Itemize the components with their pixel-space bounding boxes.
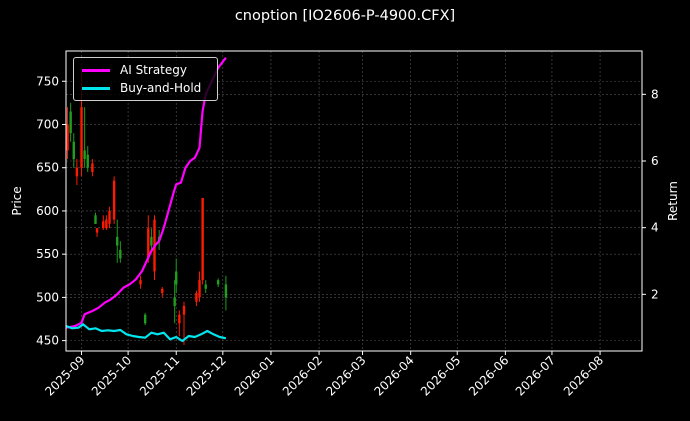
right-tick-label: 4 bbox=[651, 221, 659, 235]
candle-down bbox=[112, 180, 116, 220]
candle-up bbox=[175, 271, 178, 285]
candle-down bbox=[161, 288, 164, 294]
candle-down bbox=[198, 280, 201, 298]
candle-down bbox=[102, 221, 105, 229]
right-axis-label: Return bbox=[666, 181, 680, 221]
legend-label: AI Strategy bbox=[120, 63, 187, 77]
left-tick-label: 650 bbox=[36, 161, 59, 175]
candle-up bbox=[83, 150, 86, 160]
right-y-axis: 2 4 6 8 bbox=[642, 87, 659, 301]
candle-up bbox=[116, 236, 119, 246]
left-tick-label: 750 bbox=[36, 74, 59, 88]
x-tick-label: 2026-06 bbox=[466, 353, 511, 398]
legend-item-ai-strategy: AI Strategy bbox=[82, 63, 187, 77]
x-tick-label: 2026-03 bbox=[323, 353, 368, 398]
x-tick-label: 2026-05 bbox=[418, 353, 463, 398]
left-tick-label: 500 bbox=[36, 290, 59, 304]
x-tick-label: 2026-01 bbox=[232, 353, 277, 398]
candle-up bbox=[143, 314, 147, 324]
candle-down bbox=[91, 163, 94, 173]
candle-up bbox=[173, 297, 176, 307]
buy-and-hold-swatch-icon bbox=[82, 86, 110, 90]
ai-strategy-line bbox=[65, 57, 227, 329]
candle-down bbox=[201, 197, 204, 281]
candle-up bbox=[150, 236, 153, 246]
x-tick-label: 2026-07 bbox=[513, 353, 558, 398]
candle-down bbox=[75, 167, 79, 177]
candle-up bbox=[204, 284, 207, 289]
left-tick-label: 700 bbox=[36, 117, 59, 131]
left-y-axis: 450 500 550 600 650 700 750 bbox=[36, 74, 66, 348]
left-axis-label: Price bbox=[10, 186, 24, 215]
candle-down bbox=[95, 228, 99, 233]
x-tick-label: 2025-12 bbox=[184, 353, 229, 398]
x-tick-label: 2026-08 bbox=[561, 353, 606, 398]
grid-lines bbox=[66, 51, 642, 351]
candle-up bbox=[119, 249, 122, 259]
legend-item-buy-and-hold: Buy-and-Hold bbox=[82, 81, 201, 95]
right-tick-label: 2 bbox=[651, 287, 659, 301]
candle-down bbox=[108, 210, 111, 224]
ai-strategy-swatch-icon bbox=[82, 68, 110, 72]
x-axis: 2025-09 2025-10 2025-11 2025-12 2026-01 2026-… bbox=[42, 351, 606, 399]
candle-up bbox=[224, 284, 228, 298]
candle-up bbox=[72, 141, 75, 160]
legend-label: Buy-and-Hold bbox=[120, 81, 202, 95]
left-tick-label: 550 bbox=[36, 247, 59, 261]
x-tick-label: 2025-10 bbox=[89, 353, 134, 398]
x-tick-label: 2026-04 bbox=[371, 353, 416, 398]
candle-down bbox=[182, 306, 186, 315]
candle-down bbox=[80, 107, 83, 168]
candle-down bbox=[139, 280, 142, 285]
plot-frame bbox=[65, 50, 643, 352]
right-tick-label: 6 bbox=[651, 154, 659, 168]
x-tick-label: 2026-02 bbox=[280, 353, 325, 398]
x-tick-label: 2025-11 bbox=[137, 353, 182, 398]
candle-up bbox=[69, 111, 72, 134]
candle-down bbox=[178, 314, 181, 324]
candle-down bbox=[195, 293, 198, 302]
buy-and-hold-line bbox=[65, 323, 227, 343]
left-tick-label: 600 bbox=[36, 204, 59, 218]
candle-down bbox=[66, 124, 69, 151]
legend: AI Strategy Buy-and-Hold bbox=[73, 57, 218, 101]
candle-down bbox=[147, 228, 150, 259]
chart-title: cnoption [IO2606-P-4900.CFX] bbox=[234, 8, 456, 24]
return-lines bbox=[65, 57, 227, 343]
right-tick-label: 8 bbox=[651, 87, 659, 101]
candle-up bbox=[86, 154, 89, 168]
candle-up bbox=[216, 280, 220, 285]
left-tick-label: 450 bbox=[36, 334, 59, 348]
candle-up bbox=[94, 215, 97, 224]
candle-down bbox=[105, 219, 108, 229]
x-tick-label: 2025-09 bbox=[42, 353, 87, 398]
